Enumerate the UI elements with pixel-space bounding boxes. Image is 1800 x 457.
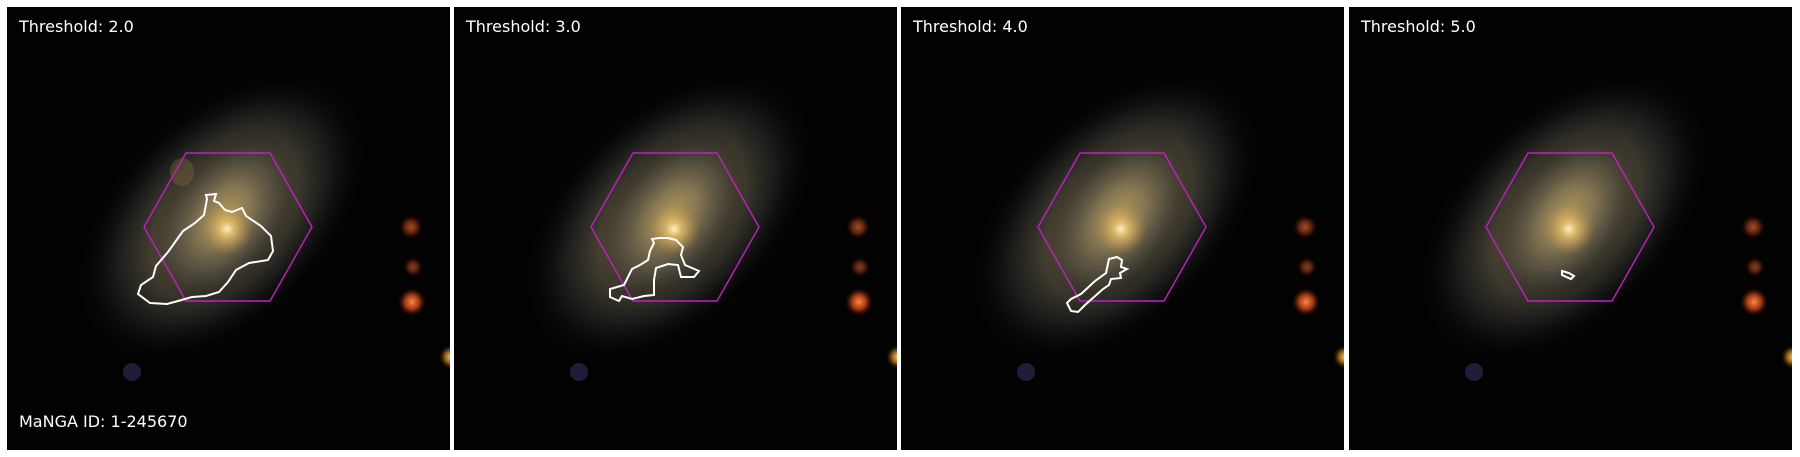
threshold-label: Threshold: 3.0 [466, 17, 581, 36]
star [399, 215, 423, 239]
threshold-label: Threshold: 2.0 [19, 17, 134, 36]
star [886, 345, 897, 369]
galaxy-core [648, 203, 700, 255]
ifu-hexagon [1485, 152, 1655, 302]
ifu-hexagon [1037, 152, 1207, 302]
contour-line [609, 237, 701, 303]
image-panel-threshold-3: Threshold: 3.0 [454, 7, 897, 450]
contour-line [1561, 269, 1576, 281]
ifu-hexagon [143, 152, 313, 302]
star [1741, 215, 1765, 239]
ifu-hexagon [590, 152, 760, 302]
galaxy-core [1095, 203, 1147, 255]
star [845, 288, 873, 316]
image-panel-threshold-4: Threshold: 4.0 [901, 7, 1344, 450]
star [1293, 215, 1317, 239]
star [1292, 288, 1320, 316]
star [1781, 345, 1792, 369]
star [1740, 288, 1768, 316]
star [1297, 257, 1317, 277]
image-panel-threshold-2: Threshold: 2.0 MaNGA ID: 1-245670 [7, 7, 450, 450]
contour-line [1065, 255, 1130, 314]
threshold-label: Threshold: 4.0 [913, 17, 1028, 36]
manga-id-label: MaNGA ID: 1-245670 [19, 412, 188, 431]
galaxy-image [901, 7, 1344, 450]
star [850, 257, 870, 277]
star [846, 215, 870, 239]
star [1745, 257, 1765, 277]
galaxy-core [201, 203, 253, 255]
galaxy-image [7, 7, 450, 450]
star [439, 345, 450, 369]
threshold-label: Threshold: 5.0 [1361, 17, 1476, 36]
contour-line [136, 192, 275, 306]
star [1333, 345, 1344, 369]
galaxy-core [1543, 203, 1595, 255]
galaxy-image [1349, 7, 1792, 450]
image-panel-threshold-5: Threshold: 5.0 [1349, 7, 1792, 450]
star [403, 257, 423, 277]
star [398, 288, 426, 316]
galaxy-image [454, 7, 897, 450]
